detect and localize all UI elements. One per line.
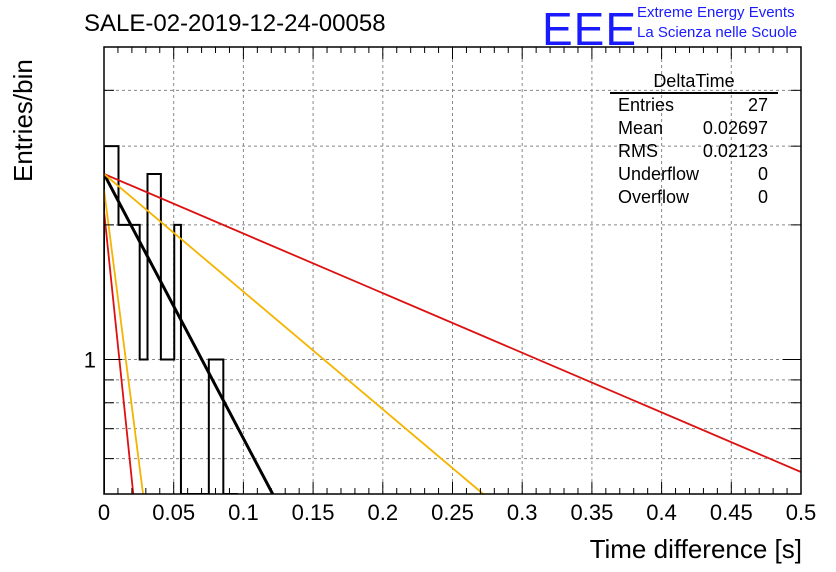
stats-row: Entries 27 [610, 94, 778, 117]
x-axis-label: Time difference [s] [589, 534, 802, 564]
plot-title: SALE-02-2019-12-24-00058 [84, 10, 386, 37]
fit-line [104, 173, 484, 494]
x-tick-label: 0.4 [646, 500, 677, 525]
fit-line [104, 210, 135, 494]
stats-value: 0 [757, 164, 768, 184]
stats-title: DeltaTime [610, 70, 778, 94]
x-tick-label: 0 [98, 500, 110, 525]
eee-logo-line2: La Scienza nelle Scuole [637, 24, 798, 41]
x-tick-label: 0.3 [507, 500, 538, 525]
stats-label: Entries [618, 95, 675, 115]
eee-logo-mark: EEE [542, 3, 638, 55]
x-tick-label: 0.5 [786, 500, 817, 525]
stats-value: 0.02697 [702, 118, 768, 138]
x-tick-label: 0.1 [228, 500, 259, 525]
stats-box: DeltaTime Entries 27 Mean 0.02697 RMS 0.021… [610, 70, 778, 209]
histogram-bin [147, 174, 160, 494]
stats-value: 0 [757, 187, 768, 207]
y-axis-label-wrap: Entries/bin [8, 59, 38, 212]
x-tick-label: 0.35 [570, 500, 613, 525]
stats-label: Underflow [618, 164, 700, 184]
stats-row: Underflow 0 [610, 163, 778, 186]
histogram-outline [104, 145, 238, 494]
stats-value: 27 [747, 95, 768, 115]
stats-label: RMS [618, 141, 658, 161]
x-tick-label: 0.45 [710, 500, 753, 525]
x-tick-label: 0.25 [431, 500, 474, 525]
y-tick-label: 1 [84, 347, 96, 372]
fit-line [104, 173, 801, 473]
stats-row: Overflow 0 [610, 186, 778, 209]
y-axis-label: Entries/bin [8, 59, 38, 182]
stats-label: Mean [618, 118, 664, 138]
fit-line [104, 173, 275, 494]
x-tick-label: 0.2 [368, 500, 399, 525]
eee-logo-line1: Extreme Energy Events [637, 4, 795, 21]
x-tick-label: 0.15 [292, 500, 335, 525]
stats-row: RMS 0.02123 [610, 140, 778, 163]
x-tick-label: 0.05 [152, 500, 195, 525]
stats-row: Mean 0.02697 [610, 117, 778, 140]
stats-label: Overflow [618, 187, 690, 207]
stats-value: 0.02123 [702, 141, 768, 161]
fit-line [104, 189, 144, 494]
